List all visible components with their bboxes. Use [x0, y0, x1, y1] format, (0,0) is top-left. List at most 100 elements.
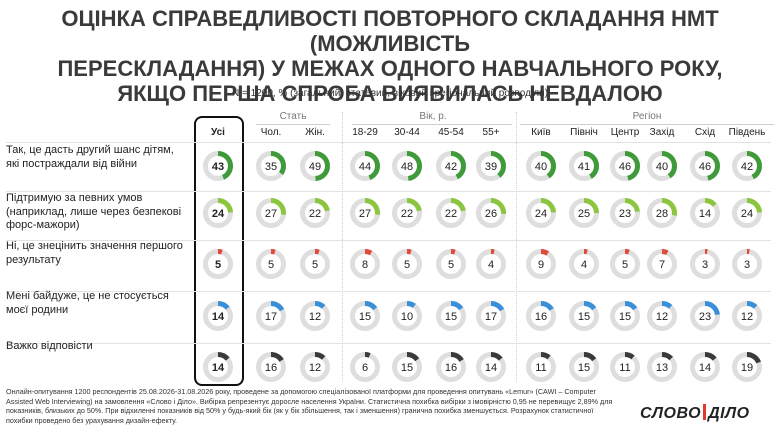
donut-arc [732, 198, 762, 228]
donut-value-label: 10 [401, 311, 413, 323]
donut-arc [610, 352, 640, 382]
donut-value-label: 12 [741, 311, 753, 323]
column-header: Жін. [305, 127, 325, 138]
column-header: Північ [570, 127, 598, 138]
donut-arc [476, 249, 506, 279]
donut-value-label: 22 [445, 208, 457, 220]
donut-arc [732, 249, 762, 279]
donut-arc [732, 352, 762, 382]
donut-value-label: 42 [741, 161, 753, 173]
donut-value-label: 5 [448, 259, 454, 271]
donut-value-label: 24 [212, 208, 225, 220]
title-line: ЯКЩО ПЕРША СПРОБА ВИЯВИЛАСЬ НЕВДАЛОЮ [117, 81, 663, 106]
donut-arc [690, 151, 720, 181]
donut-arc [526, 151, 556, 181]
donut-value-label: 28 [656, 208, 668, 220]
donut-arc [476, 352, 506, 382]
column-header: 55+ [482, 127, 500, 138]
row-label: Підтримую за певних умов (наприклад, лиш… [6, 192, 182, 231]
donut-value-label: 5 [268, 259, 274, 271]
donut-arc [569, 249, 599, 279]
donut-value-label: 14 [699, 208, 711, 220]
donut-arc [350, 151, 380, 181]
donut-arc [526, 198, 556, 228]
donut-value-label: 5 [404, 259, 410, 271]
donut-value-label: 16 [445, 362, 457, 374]
donut-value-label: 15 [578, 311, 590, 323]
donut-arc [436, 352, 466, 382]
donut-value-label: 40 [656, 161, 668, 173]
donut-value-label: 5 [215, 259, 221, 271]
column-header: Захід [649, 127, 675, 138]
donut-value-label: 4 [488, 259, 494, 271]
group-line-age [352, 124, 512, 125]
donut-value-label: 12 [309, 362, 321, 374]
donut-arc [690, 198, 720, 228]
donut-value-label: 24 [741, 208, 753, 220]
row-divider [6, 190, 771, 192]
donut-arc [476, 151, 506, 181]
donut-arc [647, 249, 677, 279]
donut-arc [203, 301, 233, 331]
column-header: Чол. [260, 127, 282, 138]
donut-arc [569, 352, 599, 382]
donut-value-label: 5 [312, 259, 318, 271]
donut-value-label: 11 [619, 362, 630, 374]
donut-value-label: 12 [309, 311, 321, 323]
donut-arc [392, 151, 422, 181]
donut-arc [436, 151, 466, 181]
donut-arc [300, 301, 330, 331]
donut-arc [690, 249, 720, 279]
total-column-highlight [194, 116, 244, 386]
donut-value-label: 15 [401, 362, 413, 374]
title-line: ОЦІНКА СПРАВЕДЛИВОСТІ ПОВТОРНОГО СКЛАДАН… [61, 6, 719, 56]
row-divider [6, 239, 771, 241]
group-label-region: Регіон [632, 111, 662, 122]
donut-value-label: 12 [656, 311, 668, 323]
donut-arc [476, 301, 506, 331]
brand-logo: СЛОВО ДІЛО [640, 404, 750, 423]
donut-value-label: 43 [212, 161, 224, 173]
donut-arc [300, 151, 330, 181]
donut-value-label: 7 [659, 259, 665, 271]
donut-value-label: 14 [699, 362, 711, 374]
donut-value-label: 6 [362, 362, 368, 374]
donut-value-label: 35 [265, 161, 277, 173]
donut-value-label: 42 [445, 161, 457, 173]
donut-value-label: 5 [622, 259, 628, 271]
donut-arc [647, 198, 677, 228]
donut-value-label: 27 [265, 208, 277, 220]
column-header: Схід [694, 127, 716, 138]
donut-arc [350, 198, 380, 228]
donut-arc [436, 249, 466, 279]
donut-value-label: 3 [702, 259, 708, 271]
donut-arc [350, 352, 380, 382]
row-label: Важко відповісти [6, 340, 93, 352]
column-header: 30-44 [394, 127, 420, 138]
donut-value-label: 41 [578, 161, 590, 173]
donut-value-label: 39 [485, 161, 497, 173]
row-divider [6, 142, 771, 143]
group-line-region [520, 124, 774, 125]
donut-value-label: 46 [619, 161, 631, 173]
donut-value-label: 15 [359, 311, 371, 323]
page-title: ОЦІНКА СПРАВЕДЛИВОСТІ ПОВТОРНОГО СКЛАДАН… [10, 6, 770, 106]
donut-arc [203, 151, 233, 181]
donut-arc [300, 352, 330, 382]
donut-value-label: 14 [212, 311, 225, 323]
donut-arc [256, 249, 286, 279]
donut-arc [647, 151, 677, 181]
donut-value-label: 15 [445, 311, 457, 323]
donut-value-label: 17 [485, 311, 497, 323]
donut-arc [256, 151, 286, 181]
donut-value-label: 40 [535, 161, 547, 173]
donut-arc [392, 301, 422, 331]
donut-value-label: 4 [581, 259, 587, 271]
donut-value-label: 9 [538, 259, 544, 271]
donut-value-label: 24 [535, 208, 547, 220]
donut-arc [732, 151, 762, 181]
title-line: ПЕРЕСКЛАДАННЯ) У МЕЖАХ ОДНОГО НАВЧАЛЬНОГ… [57, 56, 723, 81]
column-header: 45-54 [438, 127, 464, 138]
donut-value-label: 23 [699, 311, 711, 323]
column-header: Центр [610, 127, 640, 138]
